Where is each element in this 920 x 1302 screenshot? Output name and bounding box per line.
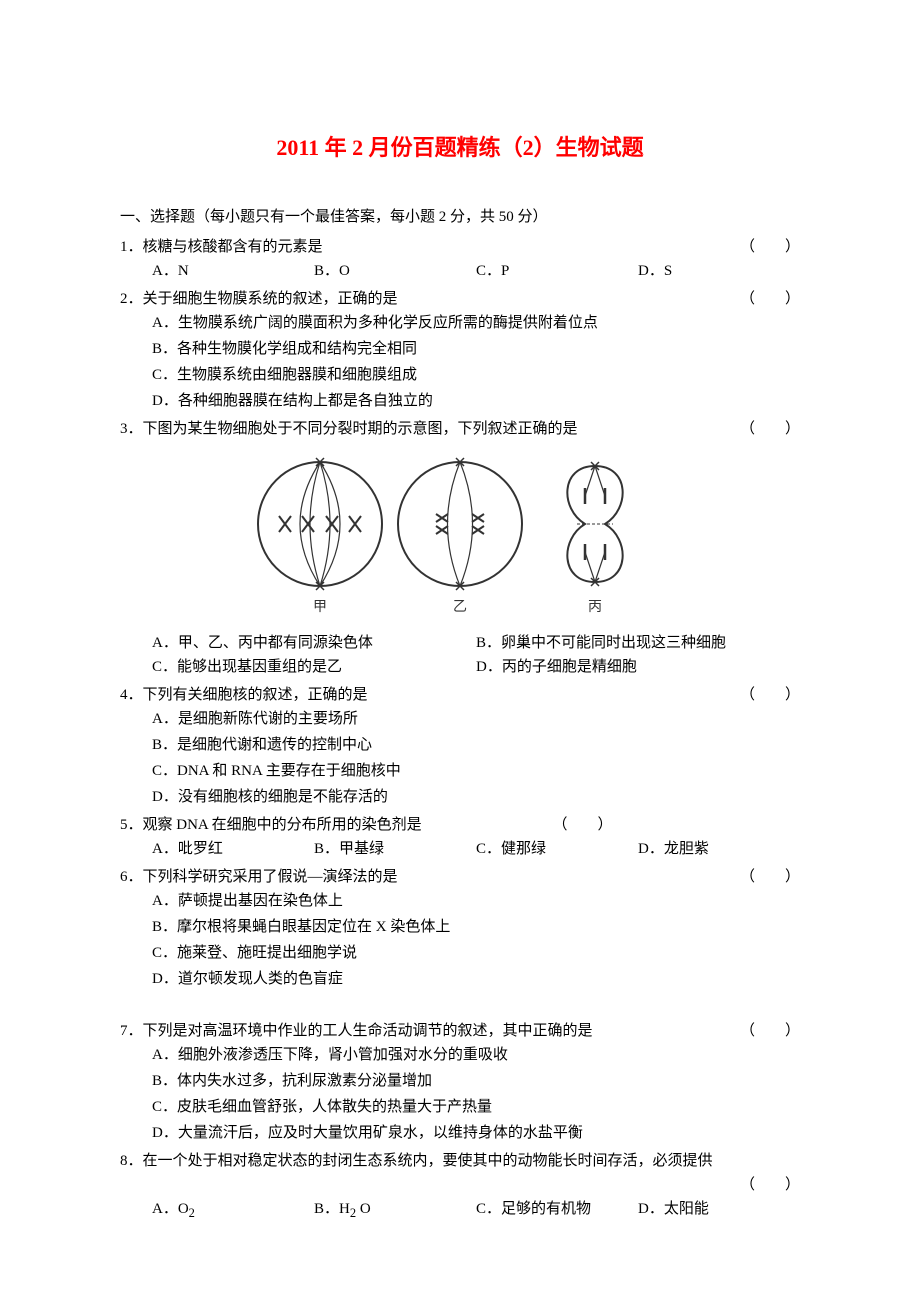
q1-options: A．N B．O C．P D．S [120, 259, 800, 283]
q5-text: 观察 DNA 在细胞中的分布所用的染色剂是 [143, 813, 553, 837]
q4-text: 下列有关细胞核的叙述，正确的是 [143, 683, 740, 707]
q4-opt-a: A．是细胞新陈代谢的主要场所 [152, 707, 800, 731]
q5-num: 5． [120, 813, 143, 837]
q3-opt-b: B．卵巢中不可能同时出现这三种细胞 [476, 631, 800, 655]
section-header: 一、选择题（每小题只有一个最佳答案，每小题 2 分，共 50 分） [120, 205, 800, 229]
q7-num: 7． [120, 1019, 143, 1043]
question-8: 8． 在一个处于相对稳定状态的封闭生态系统内，要使其中的动物能长时间存活，必须提… [120, 1149, 800, 1223]
question-4: 4． 下列有关细胞核的叙述，正确的是 （ ） A．是细胞新陈代谢的主要场所 B．… [120, 683, 800, 809]
q6-options: A．萨顿提出基因在染色体上 B．摩尔根将果蝇白眼基因定位在 X 染色体上 C．施… [120, 889, 800, 991]
q2-opt-b: B．各种生物膜化学组成和结构完全相同 [152, 337, 800, 361]
q2-text: 关于细胞生物膜系统的叙述，正确的是 [143, 287, 740, 311]
q6-num: 6． [120, 865, 143, 889]
q7-opt-c: C．皮肤毛细血管舒张，人体散失的热量大于产热量 [152, 1095, 800, 1119]
question-7: 7． 下列是对高温环境中作业的工人生命活动调节的叙述，其中正确的是 （ ） A．… [120, 1019, 800, 1145]
q5-opt-d: D．龙胆紫 [638, 837, 800, 861]
q8-text: 在一个处于相对稳定状态的封闭生态系统内，要使其中的动物能长时间存活，必须提供 [143, 1149, 800, 1173]
q3-opt-a: A．甲、乙、丙中都有同源染色体 [152, 631, 476, 655]
q3-paren: （ ） [740, 417, 800, 441]
q6-opt-a: A．萨顿提出基因在染色体上 [152, 889, 800, 913]
question-5: 5． 观察 DNA 在细胞中的分布所用的染色剂是 （ ） A．吡罗红 B．甲基绿… [120, 813, 800, 861]
page-title: 2011 年 2 月份百题精练（2）生物试题 [120, 130, 800, 165]
question-1: 1． 核糖与核酸都含有的元素是 （ ） A．N B．O C．P D．S [120, 235, 800, 283]
label-jia: 甲 [313, 600, 327, 615]
q4-opt-b: B．是细胞代谢和遗传的控制中心 [152, 733, 800, 757]
q3-opt-c: C．能够出现基因重组的是乙 [152, 655, 476, 679]
q5-opt-c: C．健那绿 [476, 837, 638, 861]
q8-paren: （ ） [740, 1177, 800, 1193]
q6-opt-c: C．施莱登、施旺提出细胞学说 [152, 941, 800, 965]
q1-opt-b: B．O [314, 259, 476, 283]
q6-opt-b: B．摩尔根将果蝇白眼基因定位在 X 染色体上 [152, 915, 800, 939]
q2-paren: （ ） [740, 287, 800, 311]
q8-opt-d: D．太阳能 [638, 1197, 800, 1223]
q7-opt-d: D．大量流汗后，应及时大量饮用矿泉水，以维持身体的水盐平衡 [152, 1121, 800, 1145]
q7-options: A．细胞外液渗透压下降，肾小管加强对水分的重吸收 B．体内失水过多，抗利尿激素分… [120, 1043, 800, 1145]
q4-options: A．是细胞新陈代谢的主要场所 B．是细胞代谢和遗传的控制中心 C．DNA 和 R… [120, 707, 800, 809]
cell-diagram: 甲 [120, 449, 800, 627]
q8-opt-a: A．O2 [152, 1197, 314, 1223]
label-yi: 乙 [453, 599, 467, 615]
q6-text: 下列科学研究采用了假说—演绎法的是 [143, 865, 740, 889]
q7-paren: （ ） [740, 1019, 800, 1043]
q3-text: 下图为某生物细胞处于不同分裂时期的示意图，下列叙述正确的是 [143, 417, 740, 441]
q8-num: 8． [120, 1149, 143, 1173]
q1-num: 1． [120, 235, 143, 259]
q3-num: 3． [120, 417, 143, 441]
q6-paren: （ ） [740, 865, 800, 889]
q1-text: 核糖与核酸都含有的元素是 [143, 235, 740, 259]
q8-opt-b: B．H2 O [314, 1197, 476, 1223]
q7-opt-b: B．体内失水过多，抗利尿激素分泌量增加 [152, 1069, 800, 1093]
q2-opt-a: A．生物膜系统广阔的膜面积为多种化学反应所需的酶提供附着位点 [152, 311, 800, 335]
q6-opt-d: D．道尔顿发现人类的色盲症 [152, 967, 800, 991]
q5-paren: （ ） [553, 813, 613, 837]
q5-options: A．吡罗红 B．甲基绿 C．健那绿 D．龙胆紫 [120, 837, 800, 861]
q1-opt-c: C．P [476, 259, 638, 283]
question-6: 6． 下列科学研究采用了假说—演绎法的是 （ ） A．萨顿提出基因在染色体上 B… [120, 865, 800, 991]
q4-num: 4． [120, 683, 143, 707]
q8-opt-c: C．足够的有机物 [476, 1197, 638, 1223]
q7-text: 下列是对高温环境中作业的工人生命活动调节的叙述，其中正确的是 [143, 1019, 740, 1043]
q1-opt-d: D．S [638, 259, 800, 283]
q1-opt-a: A．N [152, 259, 314, 283]
q4-opt-c: C．DNA 和 RNA 主要存在于细胞核中 [152, 759, 800, 783]
q1-paren: （ ） [740, 235, 800, 259]
q2-opt-c: C．生物膜系统由细胞器膜和细胞膜组成 [152, 363, 800, 387]
question-3: 3． 下图为某生物细胞处于不同分裂时期的示意图，下列叙述正确的是 （ ） [120, 417, 800, 679]
q2-num: 2． [120, 287, 143, 311]
q4-paren: （ ） [740, 683, 800, 707]
q2-options: A．生物膜系统广阔的膜面积为多种化学反应所需的酶提供附着位点 B．各种生物膜化学… [120, 311, 800, 413]
q3-opt-d: D．丙的子细胞是精细胞 [476, 655, 800, 679]
q2-opt-d: D．各种细胞器膜在结构上都是各自独立的 [152, 389, 800, 413]
q4-opt-d: D．没有细胞核的细胞是不能存活的 [152, 785, 800, 809]
q5-opt-b: B．甲基绿 [314, 837, 476, 861]
q5-opt-a: A．吡罗红 [152, 837, 314, 861]
q8-options: A．O2 B．H2 O C．足够的有机物 D．太阳能 [120, 1197, 800, 1223]
question-2: 2． 关于细胞生物膜系统的叙述，正确的是 （ ） A．生物膜系统广阔的膜面积为多… [120, 287, 800, 413]
label-bing: 丙 [588, 600, 602, 615]
q3-options: A．甲、乙、丙中都有同源染色体 B．卵巢中不可能同时出现这三种细胞 C．能够出现… [120, 631, 800, 679]
q7-opt-a: A．细胞外液渗透压下降，肾小管加强对水分的重吸收 [152, 1043, 800, 1067]
